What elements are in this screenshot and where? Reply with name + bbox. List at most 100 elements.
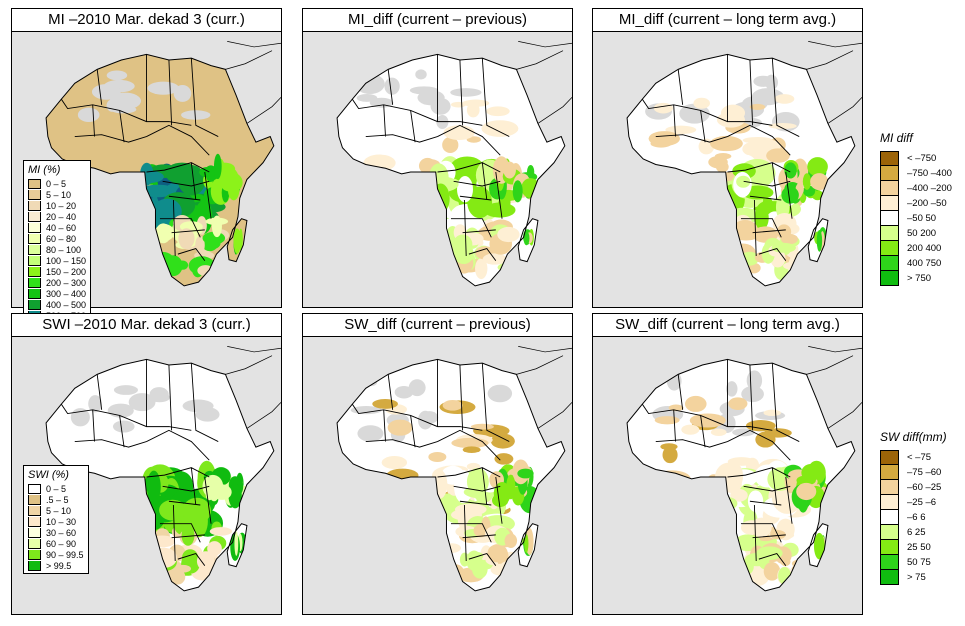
nodata-patch: [741, 386, 764, 403]
raster-cell: [742, 141, 764, 157]
nodata-patch: [128, 393, 156, 412]
raster-cell: [199, 166, 216, 178]
legend-item: –6 6: [880, 510, 947, 525]
legend-swatch: [880, 525, 899, 540]
legend-swatch: [880, 540, 899, 555]
raster-cell: [783, 261, 810, 271]
legend-item: –25 –6: [880, 495, 947, 510]
legend-item: 200 – 300: [28, 277, 86, 288]
raster-cell: [736, 175, 751, 188]
legend-label: > 750: [907, 273, 932, 284]
map-sw-diff-previous: [302, 336, 573, 615]
raster-cell: [660, 443, 678, 451]
legend-label: 6 25: [907, 527, 926, 538]
nodata-patch: [417, 410, 433, 430]
raster-cell: [728, 397, 748, 411]
nodata-patch: [181, 110, 211, 120]
raster-cell: [412, 177, 433, 191]
raster-cell: [473, 523, 489, 538]
raster-cell: [771, 242, 796, 253]
raster-cell: [747, 490, 764, 512]
nodata-patch: [487, 384, 513, 403]
legend-item: 40 – 60: [28, 222, 86, 233]
coastline: [626, 53, 856, 287]
africa-map: [626, 345, 862, 592]
legend-label: –400 –200: [907, 183, 952, 194]
raster-cell: [774, 94, 795, 104]
coastline: [45, 53, 275, 287]
legend-swatch: [28, 549, 41, 560]
raster-cell: [486, 106, 510, 117]
raster-cell: [466, 550, 482, 571]
legend-swatch: [880, 181, 899, 196]
raster-cell: [414, 186, 433, 198]
panel-title: MI_diff (current – long term avg.): [592, 8, 863, 32]
raster-cell: [462, 446, 481, 454]
raster-cell: [493, 481, 511, 506]
legend-label: –750 –400: [907, 168, 952, 179]
legend-swatch: [28, 560, 41, 571]
legend-swatch: [28, 527, 41, 538]
legend-label: 0 – 5: [46, 178, 67, 189]
legend-title: SW diff(mm): [880, 430, 947, 444]
neighbouring-borders: [225, 40, 281, 124]
raster-cell: [517, 468, 534, 479]
legend-label: 25 50: [907, 542, 931, 553]
map-mi-diff-long-term: [592, 31, 863, 308]
legend-swatch: [880, 495, 899, 510]
raster-cell: [732, 220, 758, 238]
legend-item: 300 – 400: [28, 288, 86, 299]
legend-label: 400 – 500: [46, 299, 87, 310]
legend-item: 80 – 100: [28, 244, 86, 255]
legend-swatch: [880, 480, 899, 495]
africa-map: [626, 40, 862, 287]
legend-label: 150 – 200: [46, 266, 87, 277]
legend-item: 0 – 5: [28, 483, 84, 494]
raster-cell: [661, 487, 697, 499]
raster-cell: [756, 546, 783, 560]
raster-cell: [227, 177, 240, 201]
raster-cell: [211, 569, 221, 585]
legend-item: 10 – 30: [28, 516, 84, 527]
legend-item: > 750: [880, 271, 952, 286]
legend-label: –75 –60: [907, 467, 942, 478]
raster-cell: [169, 568, 186, 585]
legend-label: 10 – 30: [46, 516, 77, 527]
raster-cell: [443, 125, 475, 141]
legend-item: –60 –25: [880, 480, 947, 495]
raster-cell: [654, 416, 680, 425]
legend-label: 80 – 100: [46, 244, 82, 255]
panel-title: MI –2010 Mar. dekad 3 (curr.): [11, 8, 282, 32]
legend-item: 50 200: [880, 226, 952, 241]
legend-swatch: [28, 200, 41, 211]
legend-items: < –750 –750 –400 –400 –200 –200 –50 –50 50 50…: [880, 151, 952, 286]
raster-cell: [792, 569, 813, 580]
raster-cell: [146, 470, 161, 504]
map-mi-diff-previous: [302, 31, 573, 308]
raster-cell: [182, 497, 212, 524]
legend-swatch: [880, 450, 899, 465]
legend-label: 200 – 300: [46, 277, 87, 288]
legend-label: .5 – 5: [46, 494, 69, 505]
nodata-patch: [726, 381, 738, 397]
raster-cell: [233, 228, 241, 254]
nodata-patch: [746, 370, 763, 391]
raster-cell: [807, 157, 828, 177]
legend-swatch: [28, 178, 41, 189]
raster-cell: [213, 153, 222, 180]
raster-cell: [745, 420, 776, 432]
raster-cell: [503, 161, 516, 179]
raster-cell: [693, 97, 710, 109]
raster-cell: [718, 497, 738, 510]
legend-label: < –750: [907, 153, 937, 164]
legend-label: 100 – 150: [46, 255, 87, 266]
raster-cell: [669, 488, 704, 504]
raster-cell: [763, 428, 792, 438]
neighbouring-borders: [806, 345, 862, 429]
raster-cell: [689, 413, 726, 428]
raster-cell: [396, 193, 423, 209]
raster-cell: [457, 176, 473, 203]
legend-label: 50 200: [907, 228, 937, 239]
legend-label: 50 75: [907, 557, 931, 568]
